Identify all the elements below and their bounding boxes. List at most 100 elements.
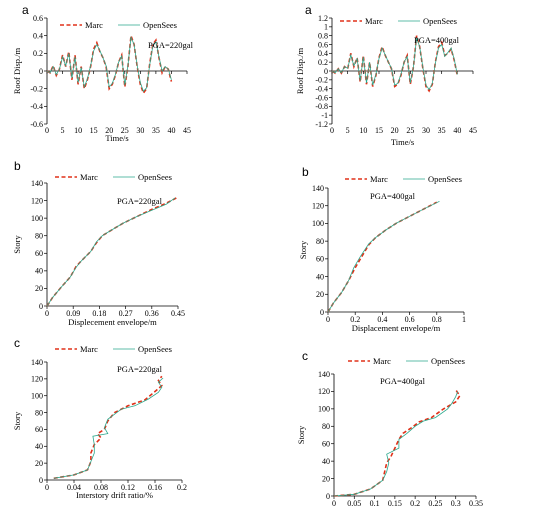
- panel-letter: c: [302, 349, 308, 363]
- y-tick-label: 0.4: [33, 31, 43, 40]
- chart-panel-4: b 0 0.2 0.4 0.6 0.8 1 0 20 40 60 80 100 120 140 Displac…: [298, 165, 466, 333]
- pga-annotation: PGA=220gal: [117, 196, 163, 206]
- y-tick-label: 40: [35, 267, 43, 276]
- x-tick-label: 0: [45, 309, 49, 318]
- y-tick-label: 120: [31, 375, 43, 384]
- panel-letter: a: [305, 3, 312, 17]
- series-line-marc: [46, 196, 179, 307]
- y-axis-label: Roof Disp./m: [12, 47, 22, 94]
- y-axis-label: Roof Disp./m: [295, 47, 305, 94]
- y-tick-label: -0.2: [315, 76, 328, 85]
- x-tick-label: 0: [326, 315, 330, 324]
- x-tick-label: 20: [105, 126, 113, 135]
- y-tick-label: 40: [316, 272, 324, 281]
- y-tick-label: 1.2: [318, 14, 328, 23]
- chart-panel-3: b 0 0.09 0.18 0.27 0.36 0.45 0 20 40 60 80 100 120 140…: [12, 159, 185, 327]
- legend-label-marc: Marc: [365, 16, 383, 26]
- y-tick-label: 40: [322, 457, 330, 466]
- legend-label-marc: Marc: [80, 172, 98, 182]
- y-tick-label: 100: [31, 214, 43, 223]
- legend-label-opensees: OpenSees: [138, 344, 172, 354]
- chart-panel-1: a 0 5 10 15 20 25 30 35 40 45 -0.6 -0.4 -0.2 0 0.2 0.4 0.…: [12, 3, 194, 143]
- x-tick-label: 5: [61, 126, 65, 135]
- panel-letter: b: [14, 159, 21, 173]
- y-tick-label: 60: [35, 425, 43, 434]
- x-tick-label: 35: [152, 126, 160, 135]
- x-tick-label: 0.04: [67, 483, 81, 492]
- legend-label-marc: Marc: [85, 20, 103, 30]
- y-axis-label: Story: [296, 425, 306, 444]
- series-line-opensees: [333, 391, 459, 497]
- y-tick-label: 0: [39, 476, 43, 485]
- x-tick-label: 0.08: [94, 483, 108, 492]
- y-tick-label: 80: [35, 408, 43, 417]
- chart-panel-2: a0 5 10 15 20 25 30 35 40 45-1.2-1-0.8-0.6-0.4-0.…: [295, 3, 477, 147]
- series-line-opensees: [53, 377, 164, 479]
- y-tick-label: 100: [318, 405, 330, 414]
- x-tick-label: 20: [391, 126, 399, 135]
- pga-annotation: PGA=220gal: [117, 364, 163, 374]
- y-tick-label: 0: [324, 67, 328, 76]
- y-tick-label: 80: [316, 237, 324, 246]
- series-line-opensees: [331, 37, 458, 91]
- y-tick-label: 0: [39, 67, 43, 76]
- x-tick-label: 0.15: [388, 499, 402, 508]
- x-tick-label: 0: [45, 483, 49, 492]
- y-tick-label: -0.2: [30, 84, 43, 93]
- pga-annotation: PGA=220gal: [148, 40, 194, 50]
- x-tick-label: 0.2: [410, 499, 420, 508]
- y-tick-label: 60: [35, 249, 43, 258]
- y-tick-label: 120: [318, 387, 330, 396]
- x-tick-label: 10: [74, 126, 82, 135]
- y-tick-label: 20: [35, 284, 43, 293]
- x-tick-label: 0.45: [171, 309, 185, 318]
- x-tick-label: 40: [167, 126, 175, 135]
- y-tick-label: -0.6: [315, 93, 328, 102]
- pga-annotation: PGA=400gal: [414, 35, 460, 45]
- x-tick-label: 0.18: [92, 309, 106, 318]
- legend-label-opensees: OpenSees: [138, 172, 172, 182]
- y-axis-label: Story: [298, 240, 308, 259]
- series-line-marc: [53, 375, 163, 480]
- x-tick-label: 0.25: [428, 499, 442, 508]
- y-tick-label: 40: [35, 442, 43, 451]
- y-tick-label: 60: [322, 440, 330, 449]
- x-tick-label: 0: [45, 126, 49, 135]
- y-tick-label: 0: [326, 492, 330, 501]
- x-tick-label: 0: [332, 499, 336, 508]
- y-tick-label: 140: [318, 370, 330, 379]
- legend-label-marc: Marc: [373, 356, 391, 366]
- y-tick-label: -1: [321, 111, 328, 120]
- x-axis-label: Displecement envelope/m: [68, 317, 157, 327]
- chart-panel-5: c 0 0.04 0.08 0.12 0.16 0.2 0 20 40 60 80 100 120 140 I…: [12, 336, 187, 500]
- series-line-marc: [327, 201, 438, 313]
- y-tick-label: 140: [312, 184, 324, 193]
- x-axis-label: Displacement envelope/m: [352, 323, 441, 333]
- series-line-opensees: [46, 197, 176, 307]
- y-tick-label: 140: [31, 179, 43, 188]
- y-tick-label: 20: [316, 290, 324, 299]
- x-tick-label: 10: [359, 126, 367, 135]
- x-tick-label: 0.05: [347, 499, 361, 508]
- y-tick-label: -1.2: [315, 120, 328, 129]
- panel-letter: b: [302, 165, 309, 179]
- legend-label-opensees: OpenSees: [423, 16, 457, 26]
- series-line-opensees: [327, 200, 440, 313]
- x-axis-label: Time/s: [391, 137, 414, 147]
- y-tick-label: -0.4: [30, 102, 43, 111]
- y-tick-label: -0.4: [315, 84, 328, 93]
- y-axis-label: Story: [12, 411, 22, 430]
- x-tick-label: 0.6: [405, 315, 415, 324]
- pga-annotation: PGA=400gal: [370, 191, 416, 201]
- x-tick-label: 0.27: [119, 309, 133, 318]
- legend-label-opensees: OpenSees: [431, 356, 465, 366]
- legend-label-opensees: OpenSees: [143, 20, 177, 30]
- y-tick-label: 0.8: [318, 31, 328, 40]
- x-tick-label: 35: [438, 126, 446, 135]
- y-tick-label: 140: [31, 358, 43, 367]
- series-line-marc: [331, 35, 459, 93]
- y-tick-label: 0.2: [318, 58, 328, 67]
- series-line-opensees: [46, 35, 172, 93]
- y-tick-label: 0.4: [318, 49, 328, 58]
